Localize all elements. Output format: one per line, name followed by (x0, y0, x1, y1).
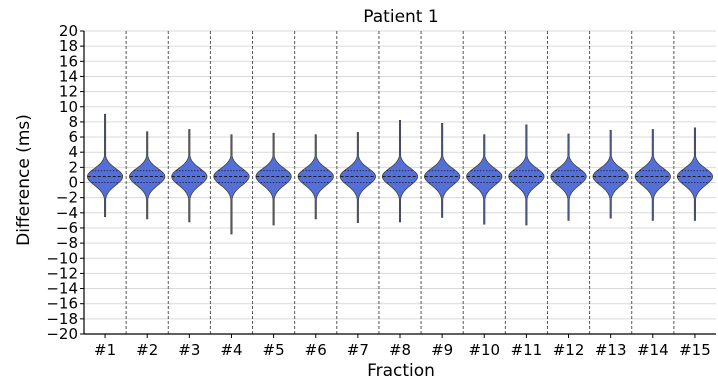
x-tick-label: #4 (220, 341, 242, 359)
x-tick-label: #5 (263, 341, 285, 359)
y-tick-label: −14 (46, 280, 78, 298)
x-tick-label: #7 (347, 341, 369, 359)
violin-5 (255, 132, 292, 226)
violin-7 (339, 132, 376, 224)
y-axis-label: Difference (ms) (14, 114, 34, 246)
y-tick-label: −10 (46, 249, 78, 267)
violin-1 (86, 113, 124, 217)
violin-4 (213, 134, 250, 235)
violin-15 (676, 127, 714, 221)
y-tick-label: 2 (68, 158, 78, 176)
y-tick-label: −4 (56, 204, 78, 222)
y-tick-label: −2 (56, 189, 78, 207)
x-tick-label: #14 (637, 341, 669, 359)
violin-14 (634, 129, 671, 221)
y-tick-label: 4 (68, 143, 78, 161)
violin-12 (550, 133, 587, 221)
y-tick-label: −18 (46, 310, 78, 328)
violin-3 (171, 129, 208, 223)
y-tick-label: 20 (59, 22, 78, 40)
violin-10 (466, 134, 503, 225)
x-tick-label: #12 (553, 341, 585, 359)
x-ticks: #1 #2 #3 #4 #5 #6 #7 #8 #9 #10 #11 #12 #13 #14 #15 (94, 334, 711, 359)
x-tick-label: #13 (595, 341, 627, 359)
x-tick-label: #10 (468, 341, 500, 359)
y-tick-label: −20 (46, 325, 78, 343)
y-tick-label: −16 (46, 295, 78, 313)
x-tick-label: #3 (178, 341, 200, 359)
y-tick-label: 0 (68, 174, 78, 192)
x-tick-label: #9 (431, 341, 453, 359)
category-separators (125, 31, 675, 334)
x-tick-label: #6 (305, 341, 327, 359)
violins (86, 113, 714, 235)
y-tick-label: 16 (59, 52, 78, 70)
x-axis-label: Fraction (367, 361, 435, 380)
y-tick-label: 18 (59, 37, 78, 55)
y-tick-label: 12 (59, 83, 78, 101)
violin-2 (129, 131, 166, 220)
y-tick-label: −6 (56, 219, 78, 237)
y-tick-label: −12 (46, 264, 78, 282)
y-tick-label: −8 (56, 234, 78, 252)
x-tick-label: #2 (136, 341, 158, 359)
x-tick-label: #8 (389, 341, 411, 359)
y-tick-label: 14 (59, 67, 78, 85)
violin-11 (508, 124, 545, 226)
y-tick-label: 6 (68, 128, 78, 146)
x-tick-label: #1 (94, 341, 116, 359)
x-tick-label: #15 (679, 341, 711, 359)
violin-13 (592, 129, 629, 219)
y-tick-label: 10 (59, 98, 78, 116)
y-tick-label: 8 (68, 113, 78, 131)
chart-title: Patient 1 (363, 7, 438, 27)
x-tick-label: #11 (511, 341, 543, 359)
y-ticks: 20181614121086420−2−4−6−8−10−12−14−16−18… (46, 22, 84, 343)
